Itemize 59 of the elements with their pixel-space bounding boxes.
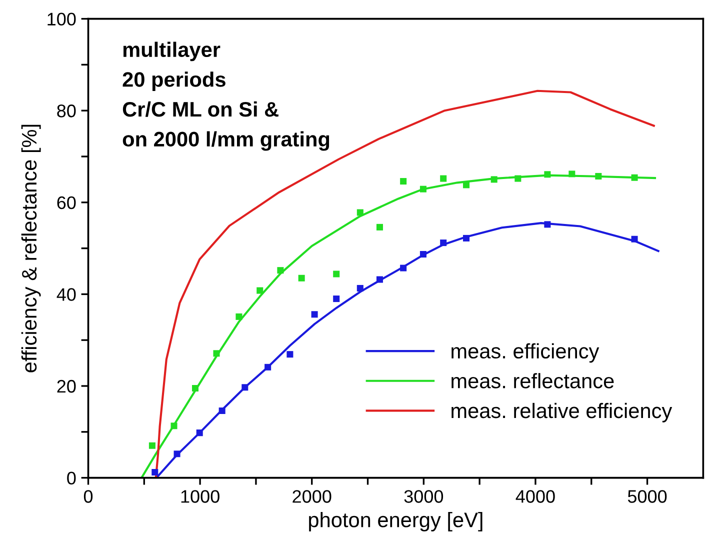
point <box>213 350 220 357</box>
y-tick-label: 40 <box>56 288 76 301</box>
point <box>152 469 158 476</box>
point <box>174 450 180 458</box>
point <box>420 251 426 258</box>
point <box>264 364 272 370</box>
annotation: multilayer <box>123 42 220 62</box>
legend-label: meas. reflectance <box>452 373 614 388</box>
point <box>148 442 156 449</box>
point <box>420 186 426 192</box>
point <box>544 221 551 228</box>
point <box>514 175 522 182</box>
point <box>440 175 447 182</box>
point <box>463 234 470 242</box>
point <box>631 174 638 181</box>
x-tick-label: 3000 <box>404 490 444 503</box>
y-tick-label: 0 <box>67 472 76 485</box>
legend-label: meas. efficiency <box>452 343 600 363</box>
point <box>333 296 340 302</box>
annotation: on 2000 l/mm grating <box>122 131 330 151</box>
point <box>218 408 226 414</box>
x-tick-label: 4000 <box>516 490 555 503</box>
point <box>277 267 284 274</box>
point <box>286 351 294 358</box>
point <box>196 430 203 436</box>
point <box>356 209 364 216</box>
point <box>333 270 340 278</box>
legend-label: meas. relative efficiency <box>452 402 672 422</box>
point <box>242 384 248 391</box>
x-tick-label: 2000 <box>292 490 332 503</box>
x-tick-label: 5000 <box>628 490 667 503</box>
point <box>400 264 407 272</box>
point <box>298 274 305 282</box>
y-tick-label: 20 <box>57 380 76 393</box>
annotation: 20 periods <box>122 72 226 92</box>
x-tick-label: 0 <box>84 490 93 503</box>
point <box>170 422 178 430</box>
point <box>236 313 242 320</box>
x-axis-title: photon energy [eV] <box>309 512 482 532</box>
point <box>376 224 383 230</box>
y-tick-label: 100 <box>48 12 76 26</box>
point <box>490 176 498 183</box>
point <box>544 171 551 178</box>
point <box>192 385 199 392</box>
point <box>356 284 364 292</box>
point <box>595 172 602 180</box>
point <box>631 236 638 242</box>
point <box>400 178 407 185</box>
y-axis-title: efficiency & reflectance [%] <box>21 124 41 372</box>
point <box>256 287 264 294</box>
point <box>376 276 383 283</box>
point <box>440 240 447 246</box>
y-tick-label: 60 <box>57 196 76 210</box>
y-tick-label: 80 <box>57 104 76 118</box>
point <box>463 182 470 188</box>
x-tick-label: 1000 <box>181 490 220 503</box>
annotation: Cr/C ML on Si & <box>122 101 278 117</box>
point <box>311 311 318 318</box>
point <box>568 170 576 178</box>
